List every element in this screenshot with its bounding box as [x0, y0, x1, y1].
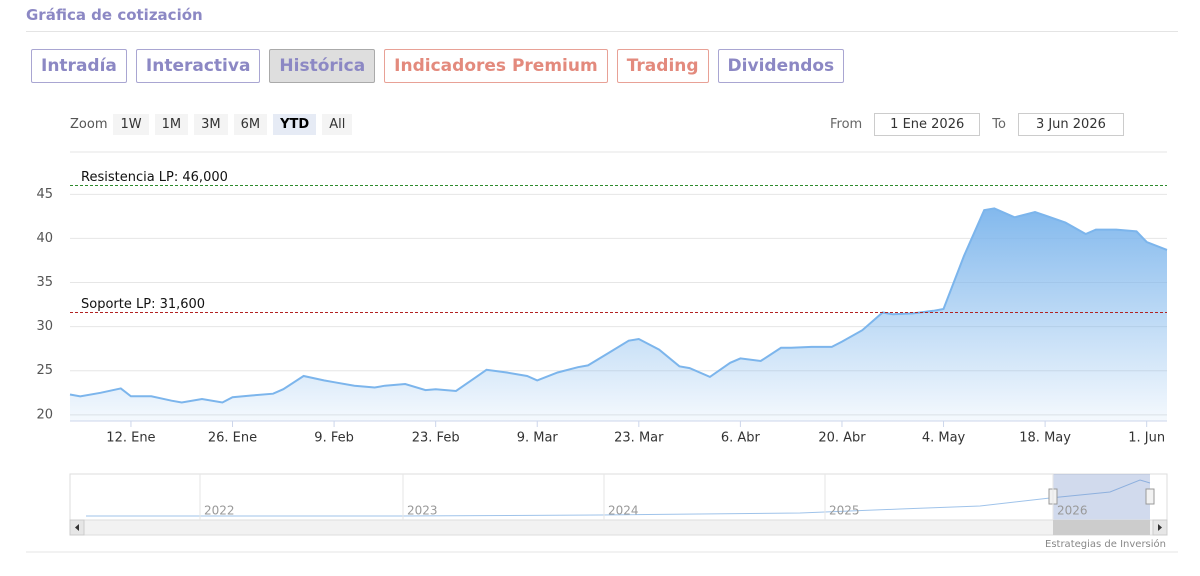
x-tick-label: 9. Feb [314, 431, 354, 446]
navigator-label: 2025 [829, 504, 860, 518]
navigator-window[interactable] [1053, 474, 1150, 520]
x-tick-label: 9. Mar [517, 431, 559, 446]
from-label: From [830, 117, 863, 132]
x-tick-label: 20. Abr [818, 431, 866, 446]
area [70, 208, 1167, 421]
tab[interactable]: Trading [616, 49, 709, 83]
to-input[interactable]: 3 Jun 2026 [1017, 113, 1124, 136]
x-tick-label: 1. Jun [1128, 431, 1165, 446]
plot-line-label: Resistencia LP: 46,000 [81, 170, 228, 185]
tab[interactable]: Histórica [269, 49, 376, 83]
range-selector: Zoom 1W 1M 3M 6M YTD All [70, 114, 353, 135]
tab-bar: Intradía Interactiva Histórica Indicadores … [31, 49, 845, 83]
zoom-label: Zoom [70, 117, 108, 132]
y-tick-label: 25 [36, 363, 53, 378]
section-title: Gráfica de cotización [26, 6, 203, 24]
divider [26, 31, 1178, 32]
zoom-button[interactable]: 1M [154, 114, 189, 135]
tab[interactable]: Indicadores Premium [384, 49, 608, 83]
zoom-button[interactable]: YTD [273, 114, 317, 135]
y-tick-label: 20 [36, 407, 53, 422]
arrow-icon [75, 524, 79, 531]
credit: Estrategias de Inversión [1045, 538, 1166, 550]
plot-line-label: Soporte LP: 31,600 [81, 297, 205, 312]
x-tick-label: 18. May [1019, 431, 1071, 446]
x-tick-label: 26. Ene [208, 431, 257, 446]
y-tick-label: 30 [36, 319, 53, 334]
tab[interactable]: Interactiva [135, 49, 261, 83]
scrollbar-track[interactable] [69, 519, 1168, 536]
navigator-label: 2026 [1057, 504, 1088, 518]
tab[interactable]: Intradía [31, 49, 127, 83]
x-tick-label: 12. Ene [106, 431, 155, 446]
date-range: From 1 Ene 2026 To 3 Jun 2026 [830, 113, 1136, 136]
zoom-button[interactable]: 1W [113, 114, 149, 135]
y-tick-label: 40 [36, 231, 53, 246]
navigator-handle[interactable] [1145, 488, 1155, 505]
scrollbar-thumb[interactable] [1053, 520, 1150, 535]
from-input[interactable]: 1 Ene 2026 [874, 113, 981, 136]
navigator-label: 2023 [407, 504, 438, 518]
x-tick-label: 23. Mar [614, 431, 664, 446]
x-tick-label: 4. May [922, 431, 966, 446]
to-label: To [992, 117, 1006, 132]
y-tick-label: 45 [36, 187, 53, 202]
arrow-icon [1158, 524, 1162, 531]
zoom-button[interactable]: 3M [194, 114, 228, 135]
tab[interactable]: Dividendos [717, 49, 845, 83]
x-tick-label: 6. Abr [721, 431, 761, 446]
zoom-button[interactable]: 6M [233, 114, 268, 135]
y-tick-label: 35 [36, 275, 53, 290]
navigator-label: 2022 [204, 504, 235, 518]
navigator-line [86, 479, 1151, 517]
zoom-button[interactable]: All [322, 114, 353, 135]
x-tick-label: 23. Feb [412, 431, 460, 446]
navigator-label: 2024 [608, 504, 639, 518]
line [69, 207, 1168, 404]
